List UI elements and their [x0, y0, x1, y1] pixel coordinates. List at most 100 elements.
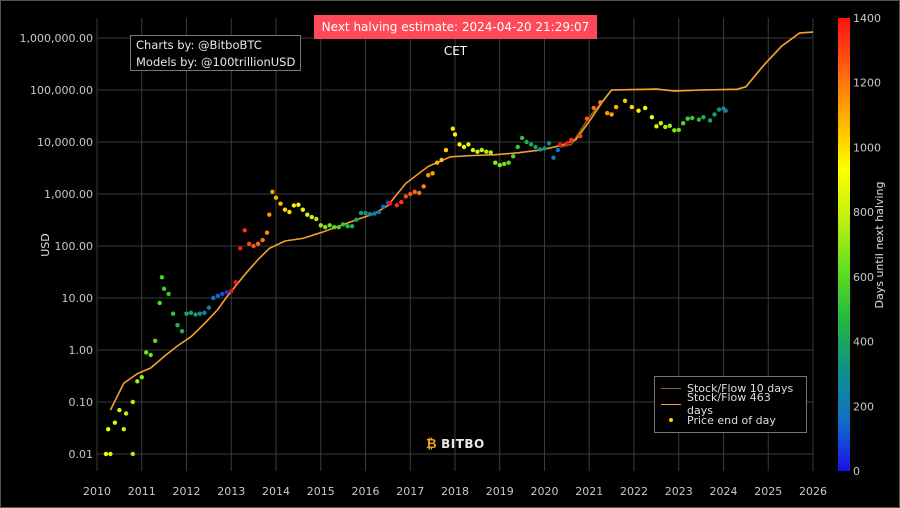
price-point [130, 399, 135, 405]
price-point [403, 194, 408, 199]
legend-item-price[interactable]: Price end of day [661, 412, 800, 428]
price-point [654, 124, 659, 129]
colorbar [838, 18, 850, 471]
price-point [417, 190, 422, 196]
price-point [327, 223, 332, 228]
price-point [412, 189, 417, 194]
price-point [291, 203, 297, 208]
x-tick-label: 2023 [665, 485, 693, 498]
colorbar-tick-label: 600 [853, 271, 874, 284]
colorbar-tick-label: 1400 [853, 12, 881, 25]
legend-label-price: Price end of day [687, 413, 776, 427]
price-point [117, 407, 122, 413]
price-point [484, 149, 489, 154]
legend-item-sf10[interactable]: Stock/Flow 10 days [661, 380, 800, 396]
colorbar-tick-label: 400 [853, 336, 874, 349]
price-point [229, 289, 234, 294]
x-tick-label: 2026 [799, 485, 827, 498]
price-point [296, 202, 301, 207]
price-point [148, 352, 153, 358]
price-point [363, 210, 368, 216]
price-point [613, 104, 619, 110]
x-tick-label: 2013 [217, 485, 245, 498]
price-point [629, 104, 634, 110]
price-point [667, 123, 672, 128]
price-point [202, 310, 207, 315]
legend-label-sf463: Stock/Flow 463 days [686, 391, 771, 417]
price-point [716, 107, 722, 112]
price-point [685, 116, 690, 121]
price-point [475, 149, 480, 154]
colorbar-tick-label: 0 [853, 465, 860, 478]
price-point [528, 142, 534, 147]
price-point [309, 214, 314, 220]
price-point [564, 141, 570, 146]
credits-models: Models by: @100trillionUSD [136, 55, 296, 69]
price-point [450, 126, 455, 131]
price-point [108, 451, 113, 457]
price-point [511, 154, 516, 159]
legend[interactable]: Stock/Flow 10 days Stock/Flow 463 days P… [654, 376, 807, 433]
x-tick-label: 2015 [307, 485, 335, 498]
price-point [166, 291, 171, 297]
y-axis-title: USD [39, 233, 52, 257]
price-point [300, 207, 305, 212]
series-line-sf463 [109, 31, 814, 411]
y-axis-ticks: 0.01 0.10 1.00 10.00 100.00 1,000.00 10,000.00… [20, 32, 93, 461]
price-point [184, 311, 189, 316]
x-tick-label: 2025 [754, 485, 782, 498]
price-point [622, 98, 628, 104]
price-point [488, 150, 493, 155]
price-point [609, 112, 614, 117]
price-point [193, 312, 198, 317]
price-point [170, 311, 176, 316]
price-point [672, 128, 677, 133]
price-point [696, 117, 702, 122]
price-point [247, 241, 252, 246]
price-point [121, 427, 127, 432]
price-point [408, 191, 413, 197]
price-point [658, 121, 663, 126]
price-point [157, 300, 162, 306]
price-point [264, 230, 270, 235]
price-point [318, 223, 323, 228]
x-tick-label: 2018 [441, 485, 469, 498]
price-point [224, 289, 229, 295]
price-point [605, 110, 610, 116]
price-point [542, 146, 547, 151]
price-point [515, 144, 520, 150]
price-point [358, 210, 364, 216]
y-tick-label: 10.00 [62, 292, 94, 305]
price-point [676, 127, 681, 133]
price-point [159, 275, 165, 280]
y-tick-label: 100,000.00 [30, 84, 93, 97]
price-point [161, 286, 167, 291]
price-point [663, 124, 668, 130]
price-point [130, 451, 135, 457]
x-tick-label: 2014 [262, 485, 290, 498]
price-point [144, 350, 149, 355]
halving-banner: Next halving estimate: 2024-04-20 21:29:… [314, 15, 597, 58]
price-point [430, 171, 435, 176]
price-point [569, 137, 574, 142]
y-tick-label: 0.01 [69, 448, 94, 461]
price-point [255, 241, 261, 246]
price-point [457, 142, 462, 147]
price-point [112, 420, 118, 425]
price-point [139, 375, 144, 380]
price-point [251, 243, 256, 249]
price-point [215, 293, 220, 298]
colorbar-tick-label: 1000 [853, 141, 881, 154]
series [103, 31, 814, 457]
price-point [270, 189, 275, 194]
price-point [598, 100, 603, 105]
y-tick-label: 1,000,000.00 [20, 32, 93, 45]
x-tick-label: 2021 [575, 485, 603, 498]
price-point [591, 105, 596, 111]
price-point [376, 209, 382, 215]
legend-item-sf463[interactable]: Stock/Flow 463 days [661, 391, 800, 417]
price-point [636, 108, 641, 113]
price-point [197, 311, 203, 316]
y-tick-label: 0.10 [69, 396, 94, 409]
price-point [367, 211, 373, 217]
